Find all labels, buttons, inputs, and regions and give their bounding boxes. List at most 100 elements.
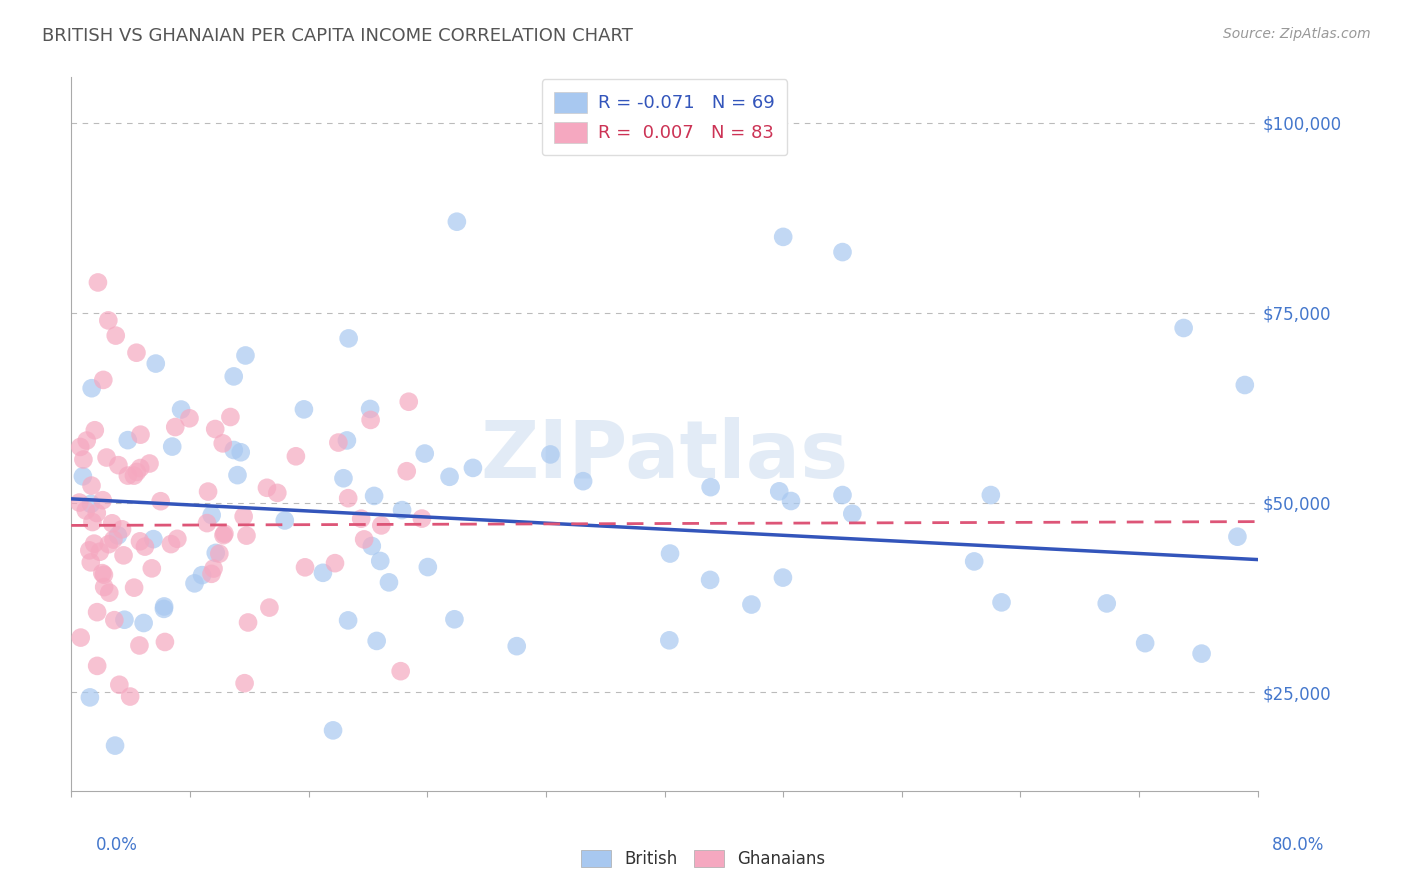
Point bbox=[211, 436, 233, 450]
Point bbox=[160, 537, 183, 551]
Point bbox=[75, 503, 97, 517]
Point bbox=[506, 639, 529, 653]
Point bbox=[129, 461, 152, 475]
Point bbox=[69, 440, 91, 454]
Point bbox=[359, 401, 381, 416]
Point bbox=[274, 513, 297, 527]
Point bbox=[208, 547, 231, 561]
Point bbox=[658, 633, 681, 648]
Point bbox=[740, 598, 762, 612]
Point bbox=[363, 489, 385, 503]
Point bbox=[214, 526, 236, 541]
Point bbox=[107, 458, 129, 472]
Point bbox=[980, 488, 1002, 502]
Point bbox=[1191, 647, 1213, 661]
Point bbox=[197, 484, 219, 499]
Point bbox=[337, 614, 360, 628]
Point bbox=[538, 447, 561, 461]
Point bbox=[378, 575, 401, 590]
Text: 80.0%: 80.0% bbox=[1272, 836, 1324, 854]
Point bbox=[170, 402, 193, 417]
Point bbox=[93, 580, 115, 594]
Text: 0.0%: 0.0% bbox=[96, 836, 138, 854]
Point bbox=[353, 533, 375, 547]
Point bbox=[120, 690, 142, 704]
Point bbox=[86, 605, 108, 619]
Text: ZIPatlas: ZIPatlas bbox=[481, 417, 849, 495]
Point bbox=[104, 739, 127, 753]
Point bbox=[323, 556, 346, 570]
Point bbox=[91, 566, 114, 581]
Point bbox=[266, 486, 288, 500]
Point bbox=[1173, 321, 1195, 335]
Point bbox=[336, 434, 359, 448]
Point bbox=[82, 515, 104, 529]
Point bbox=[391, 503, 413, 517]
Point bbox=[699, 480, 721, 494]
Point bbox=[204, 546, 226, 560]
Point bbox=[411, 511, 433, 525]
Point bbox=[166, 532, 188, 546]
Point bbox=[322, 723, 344, 738]
Point bbox=[1226, 530, 1249, 544]
Point bbox=[108, 678, 131, 692]
Point bbox=[80, 381, 103, 395]
Point bbox=[284, 450, 307, 464]
Point bbox=[142, 532, 165, 546]
Point bbox=[229, 445, 252, 459]
Point bbox=[72, 452, 94, 467]
Point bbox=[256, 481, 278, 495]
Point bbox=[226, 468, 249, 483]
Point bbox=[461, 461, 484, 475]
Point bbox=[153, 602, 176, 616]
Point bbox=[129, 534, 152, 549]
Text: BRITISH VS GHANAIAN PER CAPITA INCOME CORRELATION CHART: BRITISH VS GHANAIAN PER CAPITA INCOME CO… bbox=[42, 27, 633, 45]
Point bbox=[103, 533, 125, 547]
Point bbox=[132, 615, 155, 630]
Point bbox=[370, 518, 392, 533]
Point bbox=[772, 230, 794, 244]
Point bbox=[360, 413, 382, 427]
Point bbox=[125, 345, 148, 359]
Point bbox=[98, 585, 121, 599]
Point bbox=[446, 215, 468, 229]
Point bbox=[222, 369, 245, 384]
Point bbox=[768, 484, 790, 499]
Point bbox=[416, 560, 439, 574]
Point bbox=[83, 536, 105, 550]
Point bbox=[990, 595, 1012, 609]
Point bbox=[160, 440, 183, 454]
Point bbox=[122, 468, 145, 483]
Text: Source: ZipAtlas.com: Source: ZipAtlas.com bbox=[1223, 27, 1371, 41]
Point bbox=[1095, 596, 1118, 610]
Point bbox=[83, 423, 105, 437]
Point bbox=[699, 573, 721, 587]
Point bbox=[111, 522, 134, 536]
Point bbox=[91, 373, 114, 387]
Point bbox=[79, 543, 101, 558]
Point bbox=[125, 465, 148, 479]
Point bbox=[235, 528, 257, 542]
Point bbox=[129, 427, 152, 442]
Point bbox=[312, 566, 335, 580]
Point bbox=[235, 349, 257, 363]
Point bbox=[439, 470, 461, 484]
Point bbox=[1233, 378, 1256, 392]
Point bbox=[72, 469, 94, 483]
Point bbox=[398, 394, 420, 409]
Point bbox=[141, 561, 163, 575]
Point bbox=[89, 545, 111, 559]
Point bbox=[69, 631, 91, 645]
Point bbox=[337, 491, 360, 505]
Point bbox=[122, 581, 145, 595]
Point bbox=[219, 409, 242, 424]
Point bbox=[395, 464, 418, 478]
Point bbox=[101, 516, 124, 531]
Point bbox=[413, 446, 436, 460]
Point bbox=[831, 488, 853, 502]
Point bbox=[80, 555, 103, 569]
Point bbox=[350, 512, 373, 526]
Point bbox=[114, 613, 136, 627]
Point bbox=[149, 494, 172, 508]
Point bbox=[201, 508, 224, 522]
